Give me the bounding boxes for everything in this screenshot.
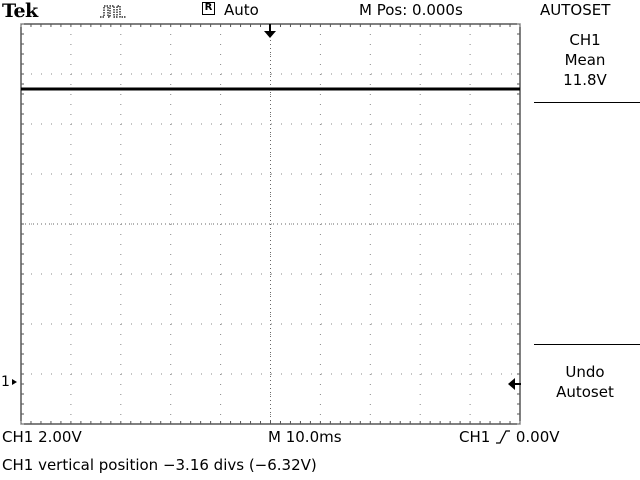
rising-edge-icon xyxy=(496,430,511,444)
trigger-source: CH1 xyxy=(459,428,491,446)
autoset-label: Autoset xyxy=(556,383,614,401)
ch1-ground-marker: 1 xyxy=(1,374,18,390)
trigger-mode-label: Auto xyxy=(224,1,259,19)
undo-autoset-button[interactable]: Undo Autoset xyxy=(530,362,640,402)
menu-box-mean-label: Mean xyxy=(564,51,606,69)
status-message: CH1 vertical position −3.16 divs (−6.32V… xyxy=(2,456,317,474)
horizontal-position-readout: M Pos: 0.000s xyxy=(359,1,463,19)
trigger-readout: CH1 0.00V xyxy=(459,428,560,446)
waveform-display xyxy=(20,23,521,425)
ch1-marker-number: 1 xyxy=(1,374,10,390)
menu-divider xyxy=(534,344,640,345)
undo-label: Undo xyxy=(565,363,605,381)
tek-logo: Tek xyxy=(2,0,38,22)
pulse-waveform-icon xyxy=(100,5,126,18)
graticule-grid xyxy=(20,23,521,425)
ch1-scale-readout: CH1 2.00V xyxy=(2,428,82,446)
menu-box-mean-value: 11.8V xyxy=(563,71,607,89)
timebase-readout: M 10.0ms xyxy=(268,428,342,446)
left-arrow-marker-icon xyxy=(508,378,521,390)
menu-title: AUTOSET xyxy=(540,1,611,19)
trigger-level: 0.00V xyxy=(515,428,560,446)
side-menu: CH1 Mean 11.8V Undo Autoset xyxy=(530,26,640,426)
menu-box-ch1-label: CH1 xyxy=(569,31,601,49)
menu-box-ch1-mean[interactable]: CH1 Mean 11.8V xyxy=(530,30,640,90)
right-arrow-marker-icon xyxy=(9,379,17,385)
down-arrow-marker-icon xyxy=(264,24,276,38)
menu-divider xyxy=(534,102,640,103)
trigger-status-icon: R xyxy=(202,2,215,15)
